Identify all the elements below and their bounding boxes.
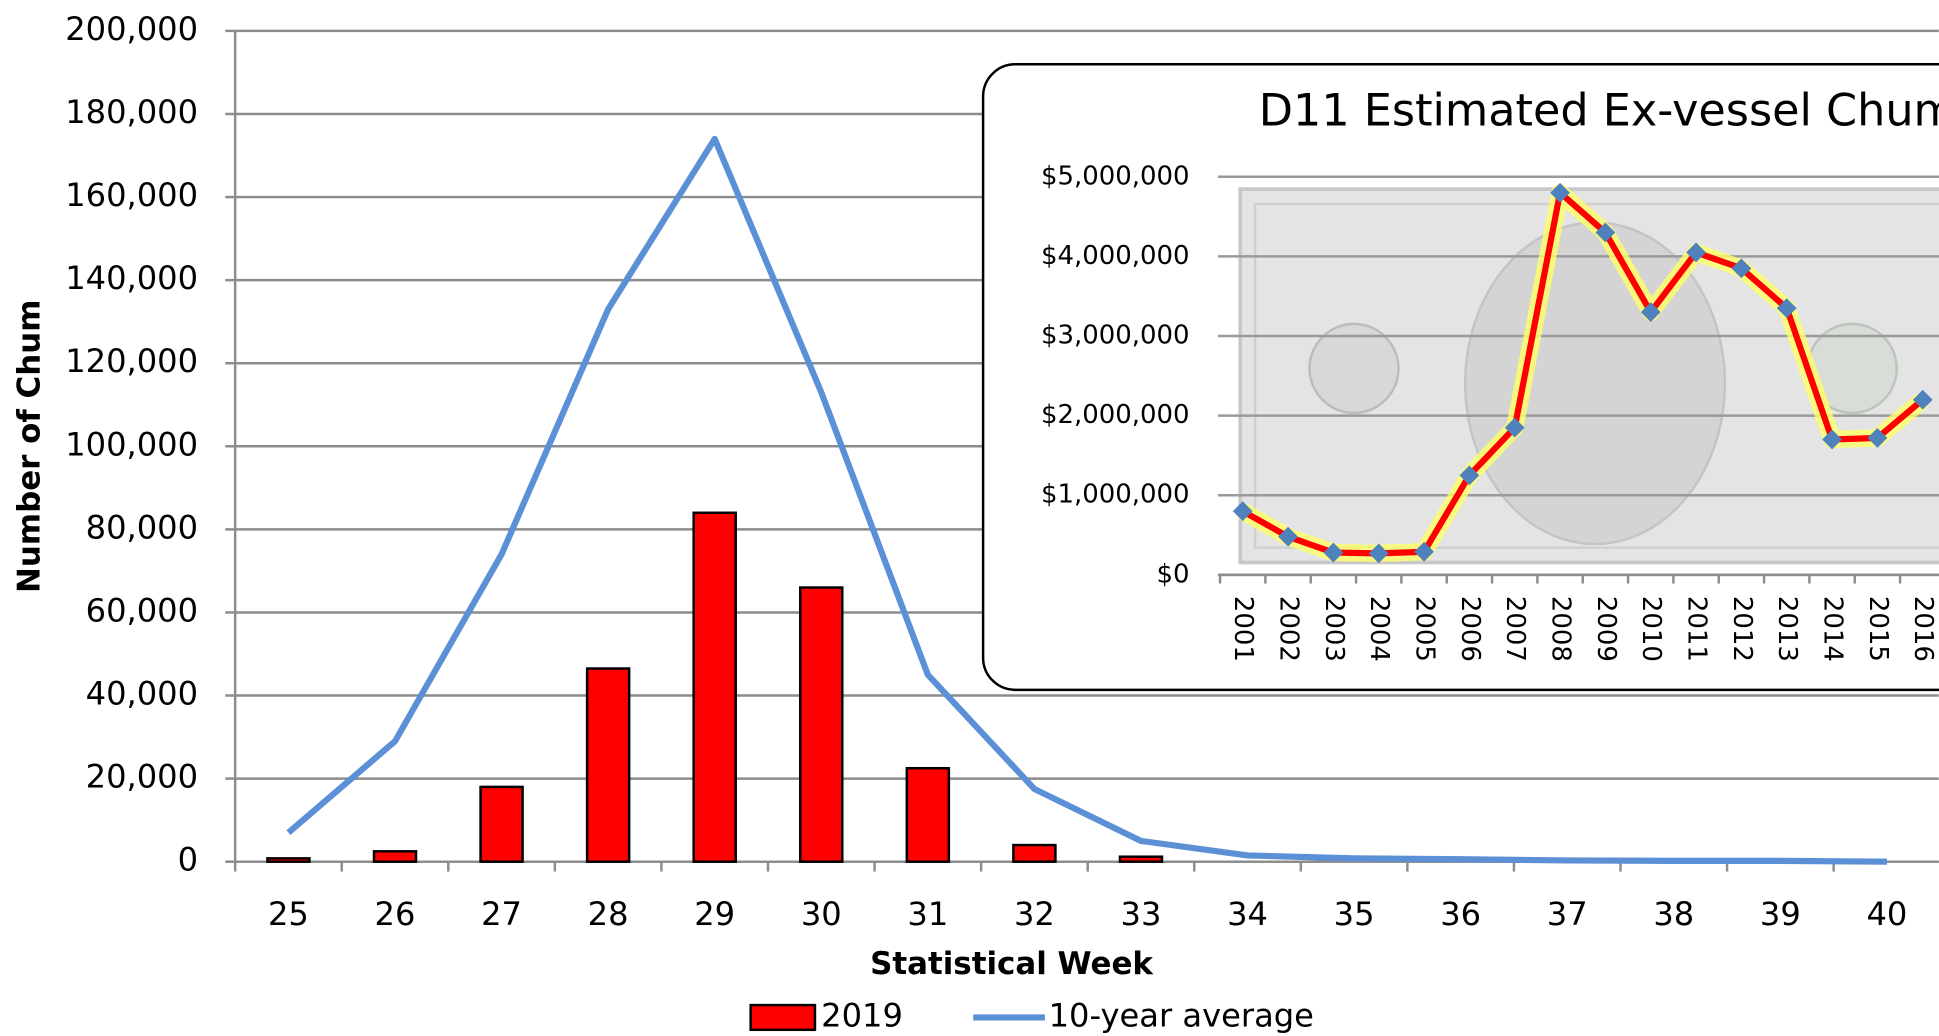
- point-marker: [1278, 526, 1298, 547]
- y-tick-label: 40,000: [86, 675, 198, 713]
- bar: [585, 667, 631, 863]
- x-tick-label: 2015: [1863, 596, 1893, 662]
- y-tick-label: $0: [1157, 559, 1190, 589]
- y-tick-label: 60,000: [86, 591, 198, 629]
- point-marker: [1323, 542, 1344, 563]
- point-marker: [1640, 302, 1661, 323]
- point-marker: [1368, 543, 1389, 564]
- x-tick-label: 30: [801, 895, 842, 933]
- y-tick-label: $1,000,000: [1041, 480, 1190, 510]
- y-axis-title: Number of Chum: [12, 300, 48, 593]
- x-tick-label: 2004: [1364, 596, 1394, 662]
- bar: [266, 857, 311, 863]
- x-tick-label: 2014: [1818, 596, 1848, 662]
- point-marker: [1504, 417, 1525, 438]
- y-tick-label: 80,000: [86, 508, 198, 546]
- bar: [692, 511, 737, 863]
- x-tick-label: 33: [1121, 895, 1162, 933]
- x-tick-label: 28: [588, 895, 629, 933]
- x-tick-label: 2011: [1682, 596, 1712, 662]
- x-tick-label: 34: [1227, 895, 1268, 933]
- line-series: [1241, 189, 1925, 557]
- bar: [1012, 843, 1057, 863]
- x-tick-label: 2006: [1455, 596, 1485, 662]
- point-marker: [1595, 222, 1616, 243]
- y-tick-label: 100,000: [65, 425, 198, 463]
- y-tick-label: $2,000,000: [1041, 400, 1190, 430]
- inset-title: D11 Estimated Ex-vessel Chum: [1259, 86, 1939, 137]
- bar: [1118, 855, 1164, 863]
- bar: [799, 586, 844, 863]
- x-tick-label: 2010: [1636, 596, 1666, 662]
- x-tick-label: 29: [694, 895, 735, 933]
- banknote-seal: [1308, 322, 1400, 415]
- point-marker: [1822, 429, 1842, 450]
- x-tick-label: 40: [1866, 895, 1907, 933]
- point-marker: [1776, 298, 1797, 319]
- x-tick-label: 27: [481, 895, 522, 933]
- x-tick-label: 25: [268, 895, 309, 933]
- x-tick-label: 2007: [1500, 596, 1530, 662]
- x-tick-label: 2002: [1274, 596, 1304, 662]
- line-series: [286, 135, 1887, 865]
- y-tick-label: $3,000,000: [1041, 321, 1190, 351]
- legend-label: 2019: [821, 996, 903, 1034]
- x-tick-label: 2012: [1727, 596, 1757, 662]
- legend-swatch: [749, 1003, 817, 1032]
- legend-label: 10-year average: [1049, 996, 1314, 1034]
- x-tick-label: 2013: [1772, 596, 1802, 662]
- banknote-inner: [1253, 202, 1939, 549]
- x-tick-label: 31: [907, 895, 948, 933]
- point-marker: [1414, 541, 1434, 562]
- x-axis-title: Statistical Week: [870, 946, 1154, 982]
- x-tick-label: 39: [1760, 895, 1801, 933]
- y-tick-label: $5,000,000: [1041, 161, 1190, 191]
- x-tick-label: 37: [1547, 895, 1588, 933]
- point-marker: [1867, 428, 1888, 448]
- x-tick-label: 2008: [1546, 596, 1576, 662]
- y-tick-label: 120,000: [65, 342, 198, 380]
- y-tick-label: 20,000: [86, 758, 198, 796]
- x-tick-label: 2003: [1319, 596, 1349, 662]
- x-tick-label: 38: [1653, 895, 1694, 933]
- x-tick-label: 2001: [1228, 596, 1258, 662]
- y-tick-label: 0: [178, 841, 198, 879]
- bar: [905, 766, 951, 863]
- bar: [479, 785, 524, 863]
- x-tick-label: 26: [375, 895, 416, 933]
- x-tick-label: 32: [1014, 895, 1055, 933]
- x-tick-label: 2016: [1908, 596, 1938, 662]
- x-tick-label: 36: [1440, 895, 1481, 933]
- y-tick-label: 140,000: [65, 259, 198, 297]
- y-tick-label: 200,000: [65, 10, 198, 48]
- x-tick-label: 2009: [1591, 596, 1621, 662]
- y-tick-label: 180,000: [65, 93, 198, 131]
- x-tick-label: 2005: [1410, 596, 1440, 662]
- y-tick-label: 160,000: [65, 176, 198, 214]
- inset-chart: D11 Estimated Ex-vessel Chum $0 $1,000,000…: [981, 63, 1939, 692]
- bar: [372, 850, 418, 863]
- x-tick-label: 35: [1334, 895, 1375, 933]
- y-tick-label: $4,000,000: [1041, 241, 1190, 271]
